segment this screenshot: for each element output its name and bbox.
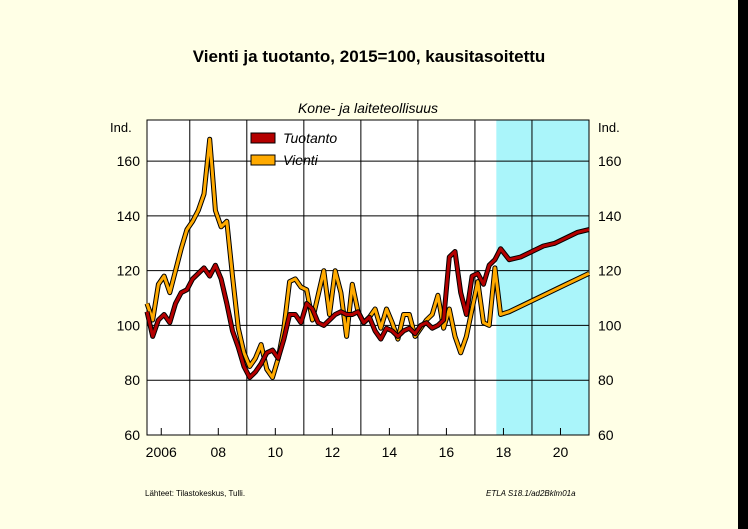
y-tick-label-right: 100 — [598, 317, 622, 333]
series-line-vienti — [145, 137, 590, 379]
series-layer — [144, 136, 591, 380]
chart-title: Vienti ja tuotanto, 2015=100, kausitasoi… — [192, 47, 546, 66]
y-tick-label-left: 100 — [117, 317, 141, 333]
x-tick-label: 14 — [382, 444, 398, 460]
x-tick-label: 18 — [496, 444, 512, 460]
y-tick-label-right: 160 — [598, 153, 622, 169]
y-tick-label-left: 140 — [117, 208, 141, 224]
y-tick-label-left: 80 — [124, 372, 140, 388]
x-tick-label: 16 — [439, 444, 455, 460]
x-tick-label: 20 — [553, 444, 569, 460]
x-tick-label: 12 — [325, 444, 341, 460]
y-tick-label-right: 140 — [598, 208, 622, 224]
x-tick-label: 08 — [211, 444, 227, 460]
forecast-shading — [496, 120, 589, 435]
plot-frame — [146, 119, 590, 436]
y-tick-label-left: 160 — [117, 153, 141, 169]
chart-code: ETLA S18.1/ad2Bklm01a — [486, 489, 576, 498]
y-tick-label-right: 80 — [598, 372, 614, 388]
tick-labels: 2006 08 10 12 14 16 18 20 60 60 80 80 100 100 120 120 14… — [117, 153, 622, 460]
legend-label-tuotanto: Tuotanto — [283, 130, 337, 146]
y-tick-label-right: 60 — [598, 427, 614, 443]
chart-subtitle: Kone- ja laiteteollisuus — [297, 100, 439, 116]
left-axis-unit-label: Ind. — [110, 120, 132, 135]
x-tick-label: 10 — [268, 444, 284, 460]
y-tick-label-right: 120 — [598, 263, 622, 279]
y-tick-label-left: 120 — [117, 263, 141, 279]
right-axis-unit-label: Ind. — [598, 120, 620, 135]
legend-swatch-tuotanto — [250, 132, 276, 144]
legend-label-vienti: Vienti — [283, 152, 319, 168]
x-tick-label: 2006 — [146, 444, 177, 460]
y-tick-label-left: 60 — [124, 427, 140, 443]
series-line-tuotanto — [145, 228, 590, 379]
tick-marks — [160, 428, 561, 435]
legend: Tuotanto Vienti — [250, 130, 337, 168]
legend-swatch-vienti — [250, 154, 276, 166]
source-note: Lähteet: Tilastokeskus, Tulli. — [145, 489, 246, 498]
